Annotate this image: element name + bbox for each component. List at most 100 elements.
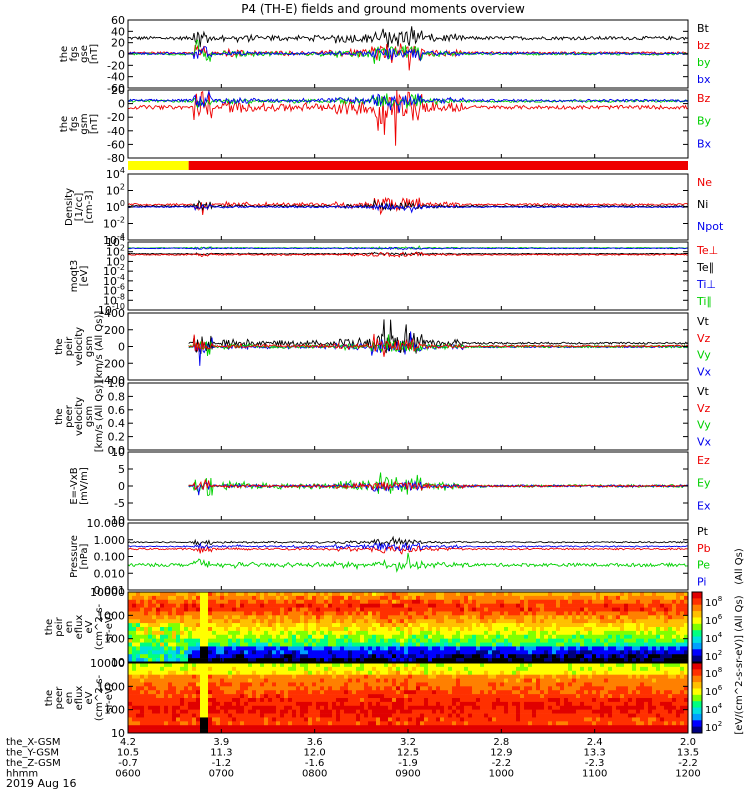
spectrogram-cell bbox=[340, 607, 345, 612]
spectrogram-cell bbox=[276, 638, 281, 643]
spectrogram-cell bbox=[180, 595, 185, 601]
spectrogram-cell bbox=[404, 725, 409, 730]
spectrogram-cell bbox=[424, 619, 429, 624]
spectrogram-cell bbox=[564, 682, 569, 687]
spectrogram-cell bbox=[196, 705, 201, 710]
spectrogram-cell bbox=[160, 682, 165, 687]
spectrogram-cell bbox=[512, 717, 517, 722]
spectrogram-cell bbox=[364, 630, 369, 636]
spectrogram-cell bbox=[516, 654, 521, 659]
spectrogram-cell bbox=[260, 607, 265, 612]
y-tick-label: 0.8 bbox=[108, 390, 126, 403]
y-axis-label: [nPa] bbox=[79, 543, 90, 569]
spectrogram-cell bbox=[432, 607, 437, 612]
spectrogram-cell bbox=[160, 654, 165, 659]
spectrogram-cell bbox=[276, 686, 281, 691]
spectrogram-cell bbox=[172, 627, 177, 632]
spectrogram-cell bbox=[552, 674, 557, 679]
spectrogram-cell bbox=[576, 663, 581, 668]
spectrogram-cell bbox=[496, 611, 501, 616]
spectrogram-cell bbox=[320, 623, 325, 628]
spectrogram-cell bbox=[556, 603, 561, 608]
spectrogram-cell bbox=[284, 721, 289, 726]
spectrogram-cell bbox=[480, 642, 485, 647]
spectrogram-cell bbox=[552, 666, 557, 672]
spectrogram-cell bbox=[180, 713, 185, 718]
spectrogram-cell bbox=[576, 686, 581, 691]
spectrogram-cell bbox=[404, 638, 409, 643]
spectrogram-cell bbox=[488, 690, 493, 695]
spectrogram-cell bbox=[236, 721, 241, 726]
spectrogram-cell bbox=[184, 592, 189, 597]
spectrogram-cell bbox=[160, 623, 165, 628]
spectrogram-cell bbox=[448, 642, 453, 647]
spectrogram-cell bbox=[184, 603, 189, 608]
spectrogram-cell bbox=[284, 638, 289, 643]
spectrogram-cell bbox=[208, 670, 213, 675]
spectrogram-cell bbox=[244, 619, 249, 624]
spectrogram-cell bbox=[332, 682, 337, 687]
spectrogram-cell bbox=[364, 611, 369, 616]
spectrogram-cell bbox=[544, 663, 549, 668]
spectrogram-cell bbox=[544, 650, 549, 655]
spectrogram-cell bbox=[264, 599, 269, 604]
spectrogram-cell bbox=[532, 592, 537, 597]
spectrogram-cell bbox=[468, 615, 473, 620]
spectrogram-cell bbox=[444, 642, 449, 647]
spectrogram-cell bbox=[320, 611, 325, 616]
spectrogram-cell bbox=[380, 615, 385, 620]
y-axis-label: eflux bbox=[74, 615, 85, 640]
spectrogram-cell bbox=[256, 713, 261, 718]
spectrogram-cell bbox=[468, 725, 473, 730]
spectrogram-cell bbox=[276, 717, 281, 722]
spectrogram-cell bbox=[244, 654, 249, 659]
spectrogram-cell bbox=[580, 674, 585, 679]
spectrogram-cell bbox=[472, 642, 477, 647]
spectrogram-cell bbox=[272, 690, 277, 695]
spectrogram-cell bbox=[392, 690, 397, 695]
spectrogram-cell bbox=[408, 686, 413, 691]
spectrogram-cell bbox=[392, 650, 397, 655]
spectrogram-cell bbox=[676, 607, 681, 612]
spectrogram-cell bbox=[236, 611, 241, 616]
spectrogram-cell bbox=[416, 650, 421, 655]
spectrogram-cell bbox=[552, 709, 557, 714]
spectrogram-cell bbox=[140, 646, 145, 651]
spectrogram-cell bbox=[200, 611, 205, 616]
spectrogram-cell bbox=[436, 670, 441, 675]
spectrogram-cell bbox=[192, 592, 197, 597]
spectrogram-cell bbox=[208, 615, 213, 620]
spectrogram-cell bbox=[280, 623, 285, 628]
spectrogram-cell bbox=[332, 678, 337, 683]
spectrogram-cell bbox=[396, 705, 401, 710]
spectrogram-cell bbox=[180, 717, 185, 722]
spectrogram-cell bbox=[660, 619, 665, 624]
spectrogram-cell bbox=[532, 654, 537, 659]
spectrogram-cell bbox=[528, 592, 533, 597]
spectrogram-cell bbox=[220, 670, 225, 675]
spectrogram-cell bbox=[580, 686, 585, 691]
spectrogram-cell bbox=[220, 701, 225, 707]
spectrogram-cell bbox=[336, 603, 341, 608]
spectrogram-cell bbox=[520, 619, 525, 624]
spectrogram-cell bbox=[492, 642, 497, 647]
spectrogram-cell bbox=[536, 627, 541, 632]
spectrogram-cell bbox=[620, 634, 625, 639]
spectrogram-cell bbox=[612, 666, 617, 672]
spectrogram-cell bbox=[232, 654, 237, 659]
spectrogram-cell bbox=[200, 634, 205, 639]
spectrogram-cell bbox=[628, 599, 633, 604]
spectrogram-cell bbox=[584, 592, 589, 597]
spectrogram-cell bbox=[432, 721, 437, 726]
spectrogram-cell bbox=[468, 603, 473, 608]
spectrogram-cell bbox=[232, 595, 237, 601]
spectrogram-cell bbox=[396, 709, 401, 714]
spectrogram-cell bbox=[636, 592, 641, 597]
spectrogram-cell bbox=[428, 682, 433, 687]
spectrogram-cell bbox=[652, 599, 657, 604]
spectrogram-cell bbox=[292, 721, 297, 726]
spectrogram-cell bbox=[536, 717, 541, 722]
spectrogram-cell bbox=[220, 634, 225, 639]
spectrogram-cell bbox=[420, 630, 425, 636]
spectrogram-cell bbox=[540, 686, 545, 691]
